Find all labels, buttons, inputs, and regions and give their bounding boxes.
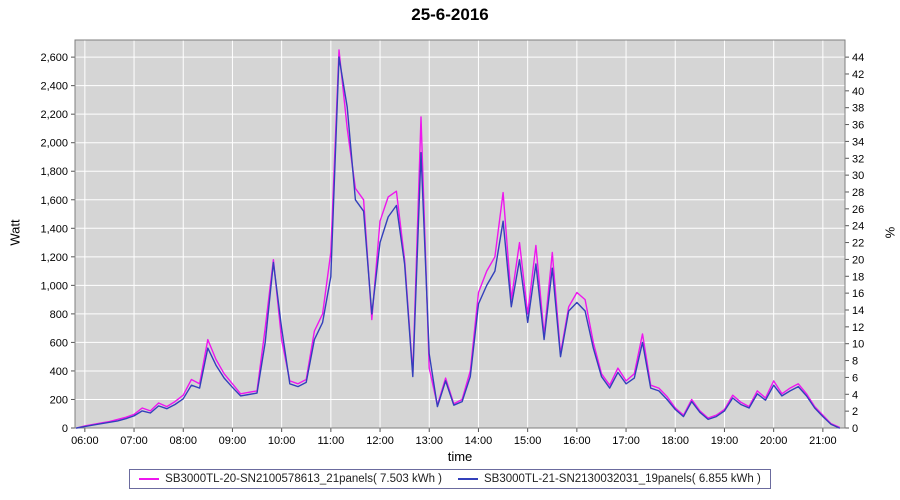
svg-text:44: 44 (852, 52, 864, 64)
svg-text:8: 8 (852, 356, 858, 368)
svg-text:2: 2 (852, 406, 858, 418)
svg-text:13:00: 13:00 (415, 435, 443, 447)
svg-text:26: 26 (852, 204, 864, 216)
svg-text:1,200: 1,200 (40, 252, 68, 264)
svg-text:0: 0 (852, 423, 858, 435)
y-axis-label-percent: % (882, 226, 898, 239)
svg-text:1,800: 1,800 (40, 166, 68, 178)
svg-text:16:00: 16:00 (563, 435, 591, 447)
svg-text:20:00: 20:00 (760, 435, 788, 447)
svg-text:2,400: 2,400 (40, 81, 68, 93)
svg-text:1,000: 1,000 (40, 280, 68, 292)
svg-text:38: 38 (852, 103, 864, 115)
svg-text:21:00: 21:00 (809, 435, 837, 447)
svg-text:40: 40 (852, 86, 864, 98)
legend-label-inverter-21: SB3000TL-21-SN2130032031_19panels( 6.855… (484, 473, 761, 485)
svg-text:400: 400 (50, 366, 68, 378)
svg-text:6: 6 (852, 372, 858, 384)
svg-text:14:00: 14:00 (465, 435, 493, 447)
svg-text:1,400: 1,400 (40, 223, 68, 235)
svg-text:10:00: 10:00 (268, 435, 296, 447)
svg-text:11:00: 11:00 (317, 435, 344, 447)
svg-text:20: 20 (852, 254, 864, 266)
svg-text:24: 24 (852, 221, 864, 233)
svg-text:08:00: 08:00 (169, 435, 197, 447)
series-color-swatch-magenta (139, 478, 160, 480)
svg-text:19:00: 19:00 (711, 435, 739, 447)
svg-text:10: 10 (852, 339, 864, 351)
svg-text:07:00: 07:00 (120, 435, 148, 447)
legend-box: SB3000TL-20-SN2100578613_21panels( 7.503… (129, 469, 771, 489)
svg-text:800: 800 (50, 309, 68, 321)
svg-text:600: 600 (50, 337, 68, 349)
svg-text:06:00: 06:00 (71, 435, 99, 447)
chart-title: 25-6-2016 (411, 5, 489, 24)
svg-text:34: 34 (852, 136, 864, 148)
svg-text:2,000: 2,000 (40, 138, 68, 150)
legend: SB3000TL-20-SN2100578613_21panels( 7.503… (0, 469, 900, 489)
svg-text:36: 36 (852, 120, 864, 132)
svg-text:2,200: 2,200 (40, 109, 68, 121)
svg-text:32: 32 (852, 153, 864, 165)
svg-text:17:00: 17:00 (612, 435, 640, 447)
x-axis-label-time: time (447, 449, 473, 464)
svg-text:14: 14 (852, 305, 864, 317)
svg-text:09:00: 09:00 (219, 435, 247, 447)
svg-text:12:00: 12:00 (366, 435, 394, 447)
svg-text:28: 28 (852, 187, 864, 199)
svg-text:200: 200 (50, 394, 68, 406)
svg-text:4: 4 (852, 389, 858, 401)
legend-item-inverter-21: SB3000TL-21-SN2130032031_19panels( 6.855… (458, 473, 761, 485)
legend-label-inverter-20: SB3000TL-20-SN2100578613_21panels( 7.503… (165, 473, 442, 485)
svg-text:1,600: 1,600 (40, 195, 68, 207)
svg-text:16: 16 (852, 288, 864, 300)
svg-text:18:00: 18:00 (661, 435, 689, 447)
legend-item-inverter-20: SB3000TL-20-SN2100578613_21panels( 7.503… (139, 473, 442, 485)
svg-text:30: 30 (852, 170, 864, 182)
svg-text:0: 0 (62, 423, 68, 435)
series-color-swatch-blue (458, 478, 478, 480)
svg-text:22: 22 (852, 238, 864, 250)
svg-text:2,600: 2,600 (40, 52, 68, 64)
svg-text:18: 18 (852, 271, 864, 283)
y-axis-label-watt: Watt (7, 219, 23, 246)
svg-text:42: 42 (852, 69, 864, 81)
svg-text:15:00: 15:00 (514, 435, 542, 447)
svg-text:12: 12 (852, 322, 864, 334)
